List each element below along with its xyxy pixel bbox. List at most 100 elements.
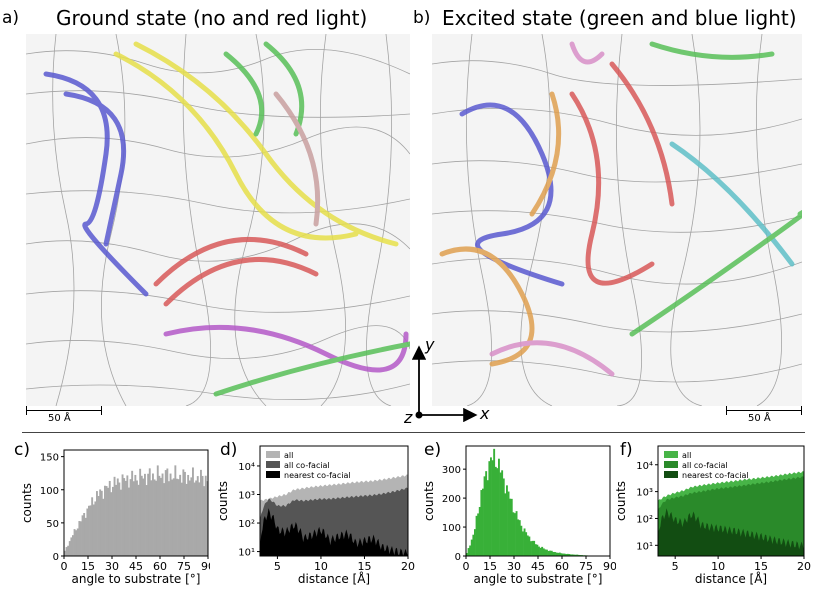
histogram-bar [528, 536, 531, 556]
histogram-bar [153, 479, 156, 556]
y-tick-label: 0 [53, 552, 59, 563]
x-axis-label: angle to substrate [°] [72, 572, 201, 586]
histogram-bar [185, 483, 188, 556]
histogram-bar [150, 480, 153, 556]
panel-label-c: c) [14, 440, 30, 460]
histogram-bar [512, 512, 515, 556]
histogram-bar [163, 483, 166, 556]
histogram-bar [469, 545, 472, 556]
y-tick-label: 150 [40, 453, 59, 464]
histogram-bar [541, 546, 544, 556]
histogram-bar [474, 529, 476, 556]
x-axis-label: distance [Å] [695, 571, 767, 586]
x-tick-label: 15 [483, 560, 497, 573]
histogram-bar [94, 501, 97, 556]
histogram-bar [530, 541, 532, 556]
histogram-bar [177, 479, 180, 556]
histogram-bar [171, 479, 174, 556]
histogram-bar [486, 480, 489, 556]
x-tick-label: 10 [711, 560, 725, 573]
histogram-bar [116, 478, 119, 556]
y-tick-label: 100 [40, 486, 59, 497]
histogram-bar [180, 482, 183, 556]
panel-label-f: f) [620, 440, 633, 460]
histogram-bar [112, 486, 114, 556]
histogram-bar [156, 465, 159, 556]
histogram-bar [99, 489, 102, 556]
histogram-bar [67, 545, 70, 556]
histogram-bar [193, 482, 196, 556]
histogram-bar [555, 552, 558, 556]
histogram-bar [200, 469, 202, 556]
histogram-bar [164, 470, 167, 556]
histogram-bar [488, 461, 491, 556]
histogram-bar [475, 515, 478, 556]
histogram-bar [491, 460, 494, 556]
histogram-bar [467, 548, 470, 556]
chart-e: 0 15 30 45 60 75 90 0 100 200 300 angle to substrat… [422, 445, 616, 586]
histogram-bar [552, 551, 555, 556]
histogram-bar [563, 553, 566, 556]
histogram-bar [477, 513, 480, 556]
histogram-bar [526, 535, 529, 556]
histogram-bar [196, 476, 199, 556]
histogram-bar [578, 554, 580, 556]
histogram-bar [169, 473, 172, 556]
histogram-bar [73, 529, 76, 556]
histogram-bar [480, 490, 483, 556]
histogram-bar [166, 468, 169, 556]
y-tick-label: 300 [442, 465, 461, 476]
histogram-bar [128, 487, 130, 556]
histogram-bar [168, 481, 170, 556]
histogram-bar [139, 468, 142, 556]
histogram-bar [195, 480, 198, 556]
histogram-bar [100, 490, 103, 556]
histogram-bar [562, 553, 564, 556]
panel-title-b: Excited state (green and blue light) [442, 6, 797, 30]
histogram-bar [68, 541, 71, 556]
histogram-bar [504, 493, 507, 556]
legend-swatch [664, 451, 678, 458]
histogram-bar [174, 465, 177, 556]
histogram-bar [131, 470, 134, 556]
histogram-bar [83, 512, 86, 556]
histogram-bar [472, 534, 475, 556]
histogram-bar [536, 544, 539, 556]
histogram-bar [206, 481, 209, 556]
histogram-bar [144, 473, 146, 556]
histogram-bar [565, 554, 568, 556]
histogram-bar [89, 505, 92, 556]
y-tick-label: 50 [46, 519, 59, 530]
histogram-bar [466, 553, 468, 556]
histogram-bar [574, 554, 577, 556]
histogram-bar [525, 532, 528, 556]
histogram-bar [81, 515, 84, 556]
x-tick-label: 30 [105, 560, 119, 573]
scale-bar-b [726, 410, 802, 411]
scale-bar-a [26, 410, 102, 411]
histogram-bar [533, 540, 536, 556]
histogram-bar [161, 473, 164, 556]
histogram-bar [152, 473, 154, 556]
histogram-bar [110, 492, 113, 556]
x-tick-label: 15 [357, 560, 371, 573]
y-axis-label: counts [216, 481, 230, 521]
histogram-bar [544, 549, 547, 556]
histogram-bar [546, 549, 548, 556]
histogram-bar [201, 475, 204, 556]
scale-bar-label-a: 50 Å [48, 413, 71, 424]
chart-d: 5 10 15 20 10¹ 10² 10³ 10⁴ distance [Å] counts all… [216, 445, 415, 586]
histogram-bar [547, 550, 550, 556]
histogram-bar [550, 550, 553, 556]
chart-c: 0 15 30 45 60 75 90 0 50 100 150 angle to substrate… [20, 449, 210, 586]
histogram-bar [549, 550, 552, 556]
x-tick-label: 75 [579, 560, 593, 573]
axis-label-x: x [480, 404, 490, 423]
histogram-bar [520, 525, 523, 556]
x-tick-label: 0 [61, 560, 68, 573]
histogram-bar [76, 528, 79, 556]
y-tick-label: 10³ [636, 488, 653, 499]
x-tick-label: 15 [81, 560, 95, 573]
histogram-bar [155, 480, 158, 556]
histogram-bar [523, 528, 526, 556]
